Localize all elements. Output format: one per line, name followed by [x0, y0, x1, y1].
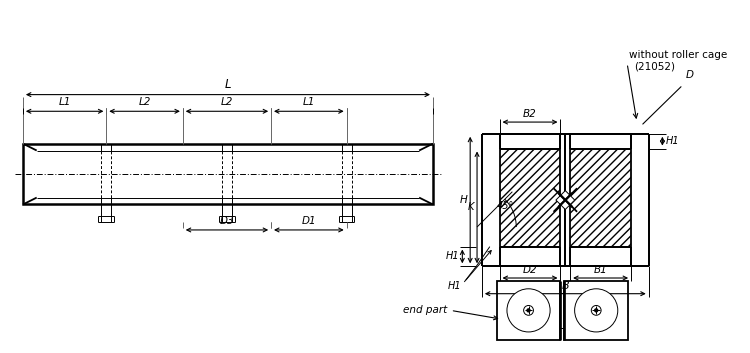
- Bar: [564, 281, 628, 340]
- Text: D1: D1: [302, 216, 316, 226]
- Text: L2: L2: [139, 97, 151, 107]
- Text: H1: H1: [665, 136, 679, 146]
- Circle shape: [591, 305, 601, 315]
- Bar: [500, 149, 560, 247]
- Text: B2: B2: [524, 109, 537, 119]
- Circle shape: [507, 289, 550, 332]
- Text: 45°: 45°: [496, 201, 514, 211]
- Text: L2: L2: [220, 97, 233, 107]
- Circle shape: [574, 289, 618, 332]
- Text: K: K: [468, 202, 474, 213]
- Text: L1: L1: [303, 97, 315, 107]
- Text: D2: D2: [523, 265, 537, 275]
- Bar: [570, 149, 631, 247]
- Bar: [500, 247, 560, 266]
- Text: (21052): (21052): [634, 61, 675, 71]
- Text: B1: B1: [594, 265, 608, 275]
- Text: L: L: [225, 78, 231, 91]
- Text: H: H: [460, 195, 467, 205]
- Text: H1: H1: [448, 281, 461, 291]
- Bar: [500, 134, 560, 149]
- Text: L1: L1: [58, 97, 70, 107]
- Text: without roller cage: without roller cage: [629, 50, 728, 60]
- Circle shape: [527, 309, 530, 312]
- Bar: [570, 247, 631, 266]
- Text: end part: end part: [404, 305, 448, 315]
- Circle shape: [524, 305, 533, 315]
- Text: D: D: [686, 70, 694, 80]
- Bar: [570, 134, 631, 149]
- Bar: [23, 144, 433, 204]
- Text: B: B: [562, 281, 569, 291]
- Circle shape: [595, 309, 598, 312]
- Bar: [496, 281, 560, 340]
- Text: D3: D3: [220, 216, 234, 226]
- Polygon shape: [556, 191, 574, 209]
- Text: H1: H1: [446, 251, 460, 262]
